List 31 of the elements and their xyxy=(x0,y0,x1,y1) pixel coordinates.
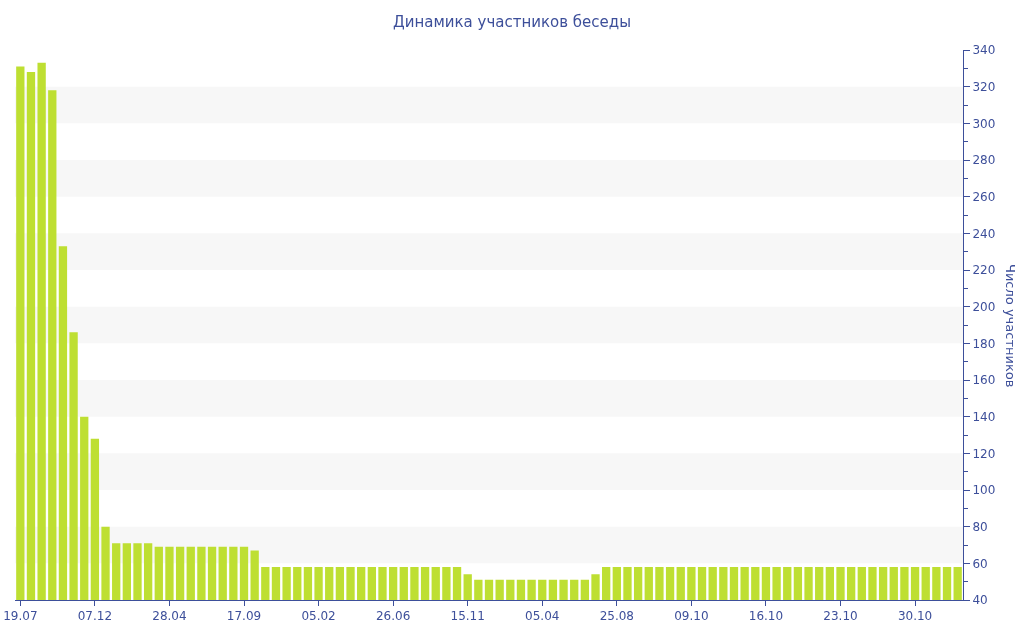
y-tick-label: 320 xyxy=(972,79,996,94)
chart-title: Динамика участников беседы xyxy=(392,12,632,31)
y-tick-label: 100 xyxy=(972,483,996,498)
y-tick-label: 80 xyxy=(972,519,988,534)
x-tick-label: 15.11 xyxy=(450,609,485,624)
y-tick-label: 280 xyxy=(972,153,996,168)
y-tick-label: 340 xyxy=(972,43,996,58)
y-tick-label: 60 xyxy=(972,556,988,571)
x-tick-label: 16.10 xyxy=(748,609,784,624)
x-tick-label: 28.04 xyxy=(152,609,187,624)
x-tick-label: 30.10 xyxy=(897,609,933,624)
y-axis-title: Число участников xyxy=(1003,264,1018,388)
y-tick-label: 220 xyxy=(972,263,996,278)
y-tick-label: 240 xyxy=(972,226,996,241)
y-tick-label: 160 xyxy=(972,373,996,388)
y-tick-label: 140 xyxy=(972,409,996,424)
y-tick-label: 300 xyxy=(972,116,996,131)
x-tick-label: 26.06 xyxy=(375,609,411,624)
y-tick-label: 120 xyxy=(972,446,996,461)
y-tick-label: 180 xyxy=(972,336,996,351)
x-tick-label: 05.02 xyxy=(301,609,336,624)
x-tick-label: 05.04 xyxy=(525,609,560,624)
x-tick-label: 17.09 xyxy=(226,609,262,624)
x-tick-label: 19.07 xyxy=(3,609,38,624)
x-tick-label: 07.12 xyxy=(77,609,113,624)
y-tick-label: 40 xyxy=(972,593,988,608)
y-tick-label: 260 xyxy=(972,189,996,204)
x-tick-label: 25.08 xyxy=(599,609,634,624)
x-tick-label: 09.10 xyxy=(674,609,709,624)
y-tick-label: 200 xyxy=(972,299,996,314)
x-tick-label: 23.10 xyxy=(823,609,858,624)
